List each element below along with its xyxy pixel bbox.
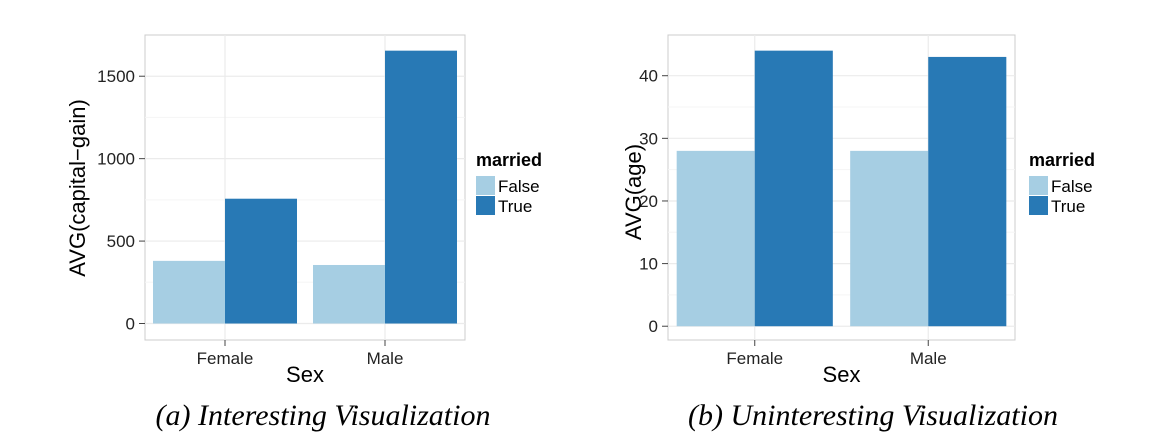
x-axis-title: Sex [823, 362, 861, 387]
legend-swatch-true [476, 196, 495, 215]
y-tick-label: 10 [639, 255, 658, 274]
legend-title: married [1029, 150, 1095, 170]
figure-caption: (a) Interesting Visualization [156, 399, 491, 432]
legend-label-true: True [1051, 197, 1085, 216]
legend-swatch-true [1029, 196, 1048, 215]
figure-caption: (b) Uninteresting Visualization [688, 399, 1058, 432]
bar-female-false [676, 150, 755, 327]
y-tick-label: 40 [639, 67, 658, 86]
x-tick-label: Male [910, 349, 947, 368]
bar-female-true [225, 198, 297, 324]
y-tick-label: 500 [107, 232, 135, 251]
y-tick-label: 30 [639, 129, 658, 148]
y-tick-label: 1500 [97, 67, 135, 86]
legend-label-true: True [498, 197, 532, 216]
bar-male-false [850, 150, 929, 327]
y-axis-title: AVG(capital−gain) [65, 99, 90, 277]
x-tick-label: Male [367, 349, 404, 368]
y-tick-label: 0 [649, 317, 658, 336]
y-tick-label: 20 [639, 192, 658, 211]
bar-female-true [754, 50, 833, 327]
x-tick-label: Female [197, 349, 254, 368]
y-tick-label: 0 [126, 315, 135, 334]
legend-swatch-false [1029, 176, 1048, 195]
x-axis-title: Sex [286, 362, 324, 387]
x-tick-label: Female [726, 349, 783, 368]
legend-title: married [476, 150, 542, 170]
legend-swatch-false [476, 176, 495, 195]
chart-1: 0 500 1000 1500 Female Male Sex AVG(capital−gai… [65, 34, 542, 432]
bar-female-false [153, 260, 225, 324]
bar-male-true [928, 56, 1007, 327]
bar-male-true [385, 50, 457, 324]
legend-label-false: False [1051, 177, 1093, 196]
bar-male-false [313, 264, 385, 324]
legend-label-false: False [498, 177, 540, 196]
chart-2: 0 10 20 30 40 Female Male Sex AVG(age) married Fal… [621, 34, 1095, 432]
y-tick-label: 1000 [97, 150, 135, 169]
y-axis-title: AVG(age) [621, 144, 646, 240]
